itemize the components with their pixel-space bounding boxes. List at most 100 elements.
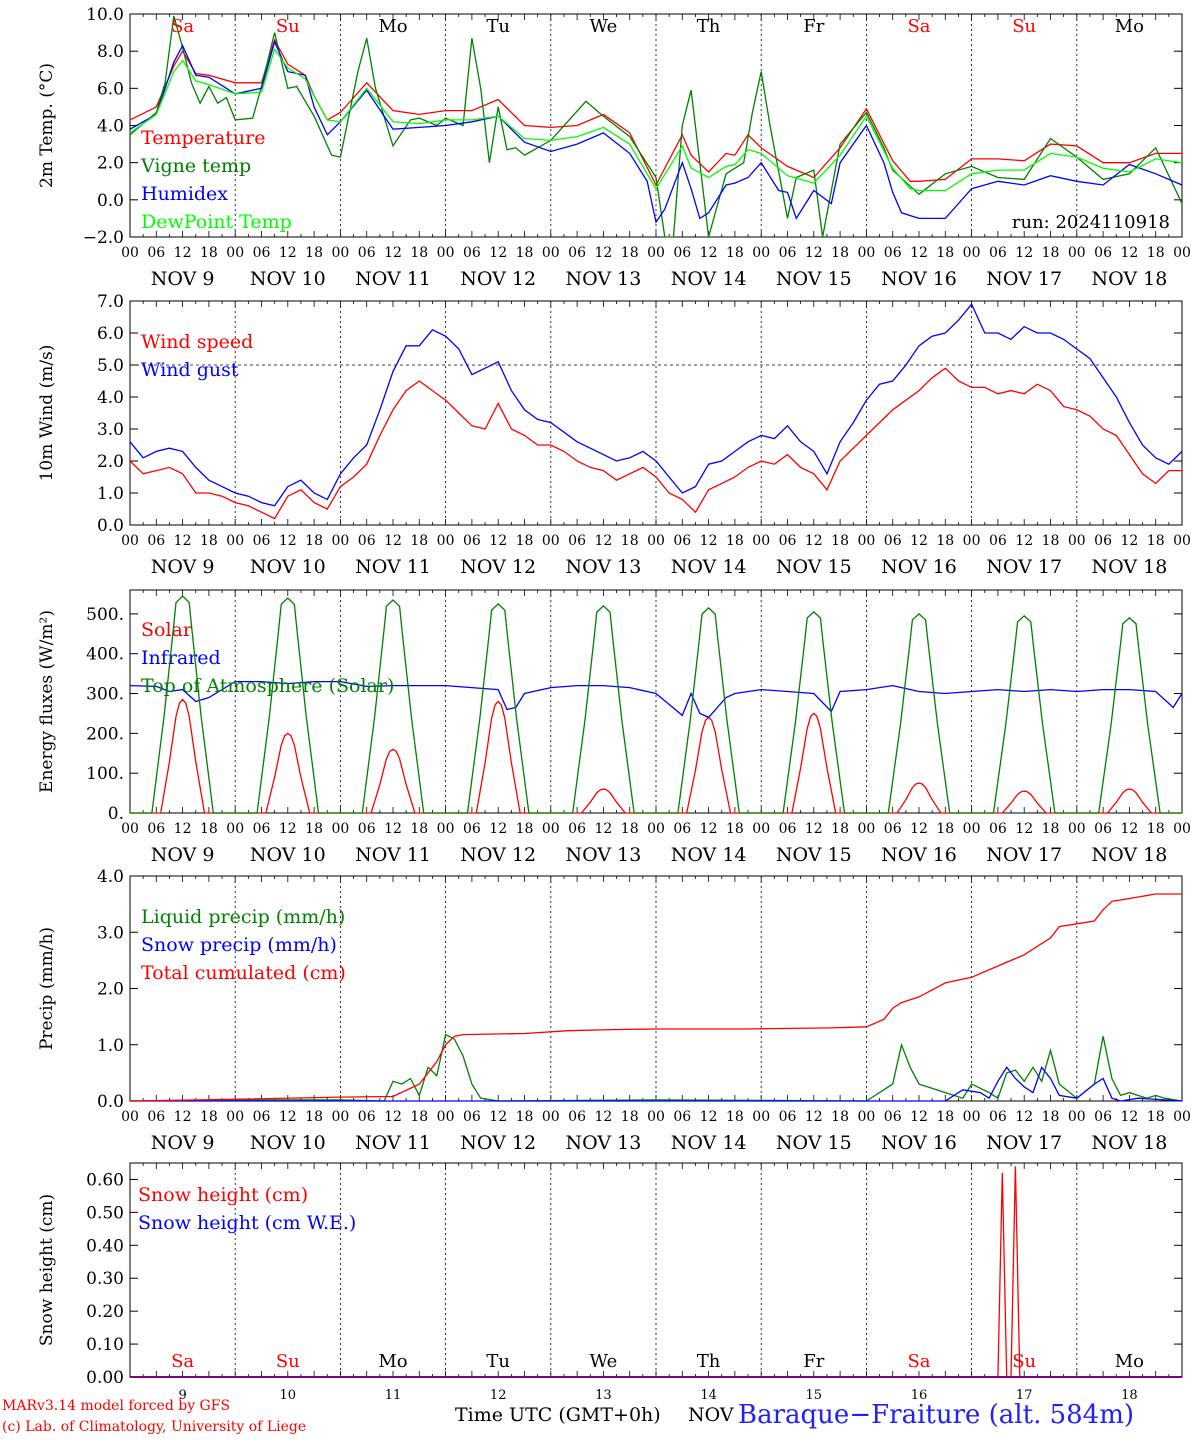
hour-tick-label: 12	[1015, 1109, 1033, 1125]
weekday-label: Mo	[378, 16, 407, 37]
date-label: NOV 12	[460, 1132, 536, 1154]
run-annotation: run: 2024110918	[1012, 212, 1170, 233]
hour-tick-label: 00	[647, 533, 665, 549]
date-label: NOV 13	[565, 268, 641, 290]
weekday-label: Mo	[1115, 16, 1144, 37]
hour-tick-label: 00	[963, 533, 981, 549]
hour-tick-label: 18	[410, 533, 428, 549]
hour-tick-label: 18	[305, 533, 323, 549]
month-label: NOV	[688, 1404, 734, 1426]
weekday-label: Su	[276, 1351, 300, 1372]
day-number-label: 9	[178, 1388, 186, 1403]
legend-entry: Total cumulated (cm)	[141, 962, 346, 984]
date-label: NOV 13	[565, 556, 641, 578]
hour-tick-label: 00	[752, 533, 770, 549]
hour-tick-label: 12	[700, 245, 718, 261]
day-number-label: 12	[490, 1388, 507, 1403]
hour-tick-label: 12	[279, 533, 297, 549]
legend-entry: Wind gust	[141, 359, 239, 381]
date-label: NOV 10	[250, 268, 326, 290]
hour-tick-label: 18	[305, 245, 323, 261]
hour-tick-label: 06	[1094, 1109, 1112, 1125]
date-label: NOV 17	[986, 268, 1062, 290]
hour-tick-label: 06	[673, 533, 691, 549]
hour-tick-label: 00	[963, 1109, 981, 1125]
legend-entry: Infrared	[141, 647, 221, 669]
hour-tick-label: 06	[673, 821, 691, 837]
legend-entry: Snow height (cm)	[138, 1184, 308, 1206]
hour-tick-label: 06	[779, 1109, 797, 1125]
y-tick-label: 6.0	[97, 79, 124, 99]
hour-tick-label: 18	[1147, 821, 1165, 837]
hour-tick-label: 18	[1042, 821, 1060, 837]
series-line-wind-speed	[129, 367, 1182, 520]
hour-tick-label: 06	[884, 245, 902, 261]
hour-tick-label: 06	[989, 821, 1007, 837]
hour-tick-label: 12	[910, 245, 928, 261]
day-number-label: 14	[700, 1388, 717, 1403]
series-line-top-of-atmosphere-solar-	[130, 595, 1182, 814]
date-label: NOV 18	[1091, 556, 1167, 578]
series-line-total-cumulated-cm-	[129, 893, 1182, 1102]
weekday-label: Su	[1012, 1351, 1036, 1372]
hour-tick-label: 12	[805, 1109, 823, 1125]
hour-tick-label: 12	[700, 821, 718, 837]
hour-tick-label: 00	[542, 821, 560, 837]
hour-tick-label: 00	[1068, 533, 1086, 549]
hour-tick-label: 06	[779, 245, 797, 261]
hour-tick-label: 00	[121, 821, 139, 837]
date-label: NOV 15	[776, 268, 852, 290]
hour-tick-label: 18	[621, 821, 639, 837]
y-tick-label: 4.0	[97, 388, 124, 408]
hour-tick-label: 12	[489, 533, 507, 549]
legend-entry: Snow height (cm W.E.)	[138, 1212, 356, 1234]
hour-tick-label: 06	[568, 1109, 586, 1125]
date-label: NOV 12	[460, 844, 536, 866]
hour-tick-label: 12	[594, 1109, 612, 1125]
hour-tick-label: 00	[857, 1109, 875, 1125]
hour-tick-label: 00	[752, 821, 770, 837]
series-line-liquid-precip-mm-h-	[129, 1033, 1183, 1102]
hour-tick-label: 12	[384, 245, 402, 261]
hour-tick-label: 00	[647, 821, 665, 837]
hour-tick-label: 18	[1147, 533, 1165, 549]
y-tick-label: 0.30	[86, 1269, 124, 1289]
hour-tick-label: 18	[831, 1109, 849, 1125]
date-label: NOV 18	[1091, 844, 1167, 866]
hour-tick-label: 06	[1094, 533, 1112, 549]
hour-tick-label: 12	[174, 821, 192, 837]
hour-tick-label: 06	[253, 245, 271, 261]
panel-4: 0.0 1.0 2.0 3.0 4.0 Precip (mm/h) Liquid preci…	[37, 867, 1191, 1154]
hour-tick-label: 00	[1068, 1109, 1086, 1125]
date-label: NOV 14	[671, 1132, 747, 1154]
weekday-label: Sa	[171, 1351, 194, 1372]
hour-tick-label: 18	[936, 821, 954, 837]
hour-tick-label: 18	[726, 533, 744, 549]
hour-tick-label: 06	[1094, 245, 1112, 261]
date-label: NOV 9	[151, 556, 215, 578]
hour-tick-label: 00	[542, 533, 560, 549]
hour-tick-label: 18	[831, 245, 849, 261]
y-tick-label: 2.0	[97, 452, 124, 472]
y-tick-label: 2.0	[97, 154, 124, 174]
y-axis-label: Precip (mm/h)	[37, 927, 57, 1050]
lab-credit: (c) Lab. of Climatology, University of L…	[2, 1419, 307, 1435]
hour-tick-label: 06	[884, 1109, 902, 1125]
date-label: NOV 14	[671, 844, 747, 866]
y-tick-label: 100.	[86, 764, 124, 784]
panel-1: −2.0 0.0 2.0 4.0 6.0 8.0 10.0 2m Temp. (°C) Temp…	[37, 5, 1191, 290]
hour-tick-label: 06	[463, 821, 481, 837]
legend-entry: Vigne temp	[140, 155, 251, 177]
hour-tick-label: 06	[253, 1109, 271, 1125]
date-label: NOV 10	[250, 844, 326, 866]
date-label: NOV 16	[881, 268, 957, 290]
hour-tick-label: 06	[673, 245, 691, 261]
hour-tick-label: 00	[542, 1109, 560, 1125]
weekday-label: Th	[697, 1351, 721, 1372]
hour-tick-label: 00	[857, 533, 875, 549]
weekday-label: Sa	[907, 16, 930, 37]
day-number-label: 16	[911, 1388, 928, 1403]
legend-entry: Humidex	[141, 183, 228, 205]
hour-tick-label: 06	[673, 1109, 691, 1125]
